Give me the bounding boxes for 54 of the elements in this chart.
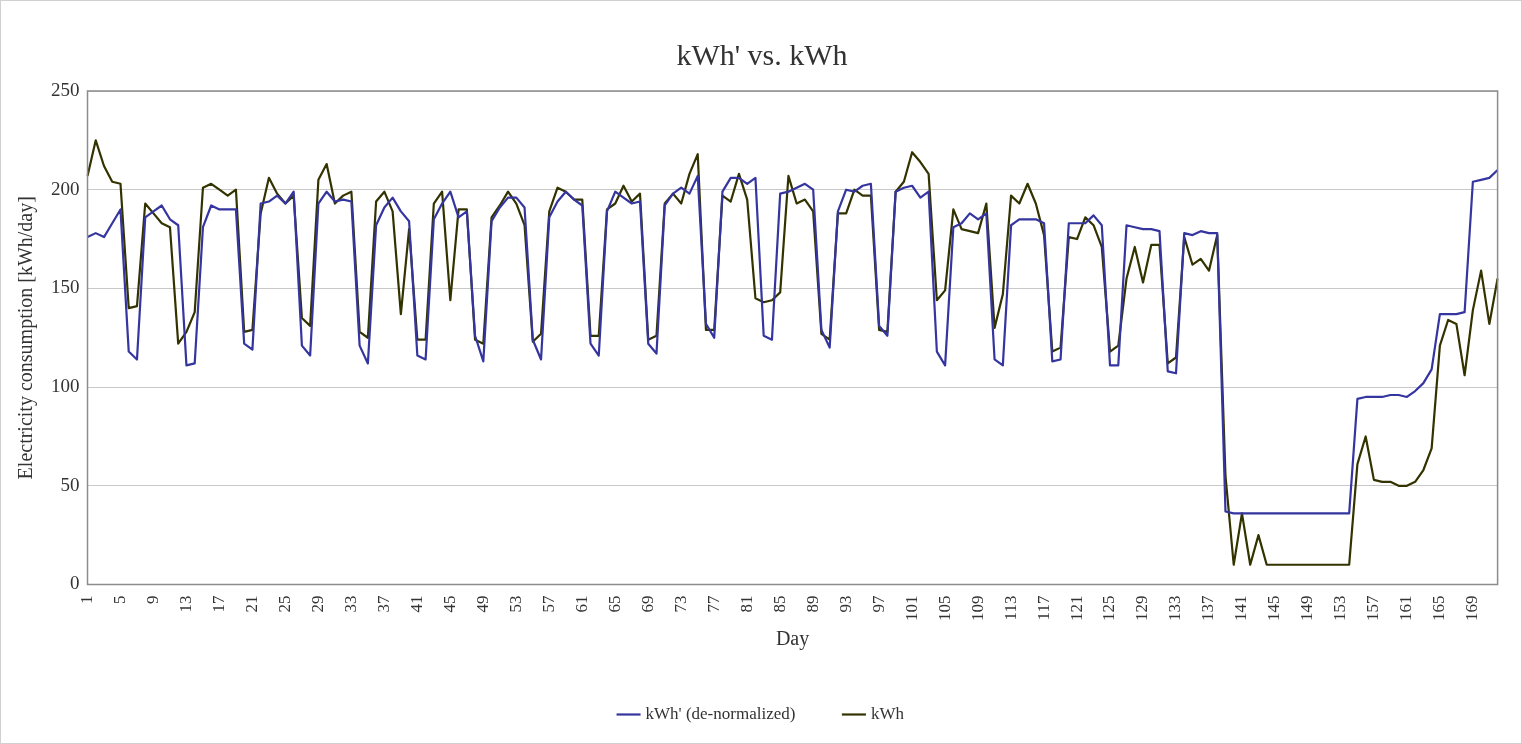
x-tick-label: 37 (373, 595, 393, 613)
x-tick-label: 101 (901, 595, 921, 621)
x-tick-label: 125 (1099, 595, 1119, 621)
y-tick-label: 250 (51, 78, 80, 100)
x-tick-label: 85 (769, 595, 789, 613)
x-tick-label: 9 (142, 595, 162, 604)
x-tick-label: 93 (835, 595, 855, 613)
x-tick-label: 1 (76, 595, 96, 604)
x-tick-label: 49 (472, 595, 492, 613)
y-tick-label: 150 (51, 276, 80, 298)
x-tick-label: 65 (604, 595, 624, 613)
x-tick-label: 165 (1429, 595, 1449, 621)
y-tick-label: 0 (70, 572, 80, 594)
y-tick-label: 200 (51, 177, 80, 199)
y-tick-label: 50 (60, 473, 80, 495)
x-tick-label: 17 (208, 595, 228, 613)
x-tick-label: 45 (439, 595, 459, 613)
x-tick-label: 5 (109, 595, 129, 604)
x-tick-label: 169 (1462, 595, 1482, 621)
x-tick-label: 89 (802, 595, 822, 613)
x-tick-label: 129 (1132, 595, 1152, 621)
x-tick-label: 33 (340, 595, 360, 613)
x-tick-label: 137 (1198, 595, 1218, 621)
x-tick-label: 157 (1363, 595, 1383, 621)
x-tick-label: 57 (538, 595, 558, 613)
x-tick-label: 29 (307, 595, 327, 613)
x-tick-label: 117 (1033, 595, 1053, 621)
y-tick-label: 100 (51, 375, 80, 397)
x-tick-label: 105 (934, 595, 954, 621)
legend-label: kWh (870, 703, 905, 723)
x-tick-label: 41 (406, 595, 426, 613)
x-tick-label: 97 (868, 595, 888, 613)
x-tick-label: 77 (703, 595, 723, 613)
x-tick-label: 81 (736, 595, 756, 613)
x-tick-label: 141 (1231, 595, 1251, 621)
x-tick-label: 25 (274, 595, 294, 613)
legend-label: kWh' (de-normalized) (645, 703, 796, 723)
x-tick-label: 133 (1165, 595, 1185, 621)
x-tick-label: 13 (175, 595, 195, 613)
x-tick-label: 145 (1264, 595, 1284, 621)
x-tick-label: 153 (1330, 595, 1350, 621)
x-axis-title: Day (775, 627, 810, 651)
x-tick-label: 21 (241, 595, 261, 613)
chart-title: kWh' vs. kWh (676, 37, 848, 71)
x-tick-label: 61 (571, 595, 591, 613)
y-axis-title: Electricity consumption [kWh/day] (14, 196, 38, 480)
x-tick-label: 53 (505, 595, 525, 613)
x-tick-label: 161 (1396, 595, 1416, 621)
x-tick-label: 121 (1066, 595, 1086, 621)
x-tick-label: 149 (1297, 595, 1317, 621)
x-tick-label: 113 (1000, 595, 1020, 621)
x-tick-label: 109 (967, 595, 987, 621)
x-tick-label: 73 (670, 595, 690, 613)
x-tick-label: 69 (637, 595, 657, 613)
